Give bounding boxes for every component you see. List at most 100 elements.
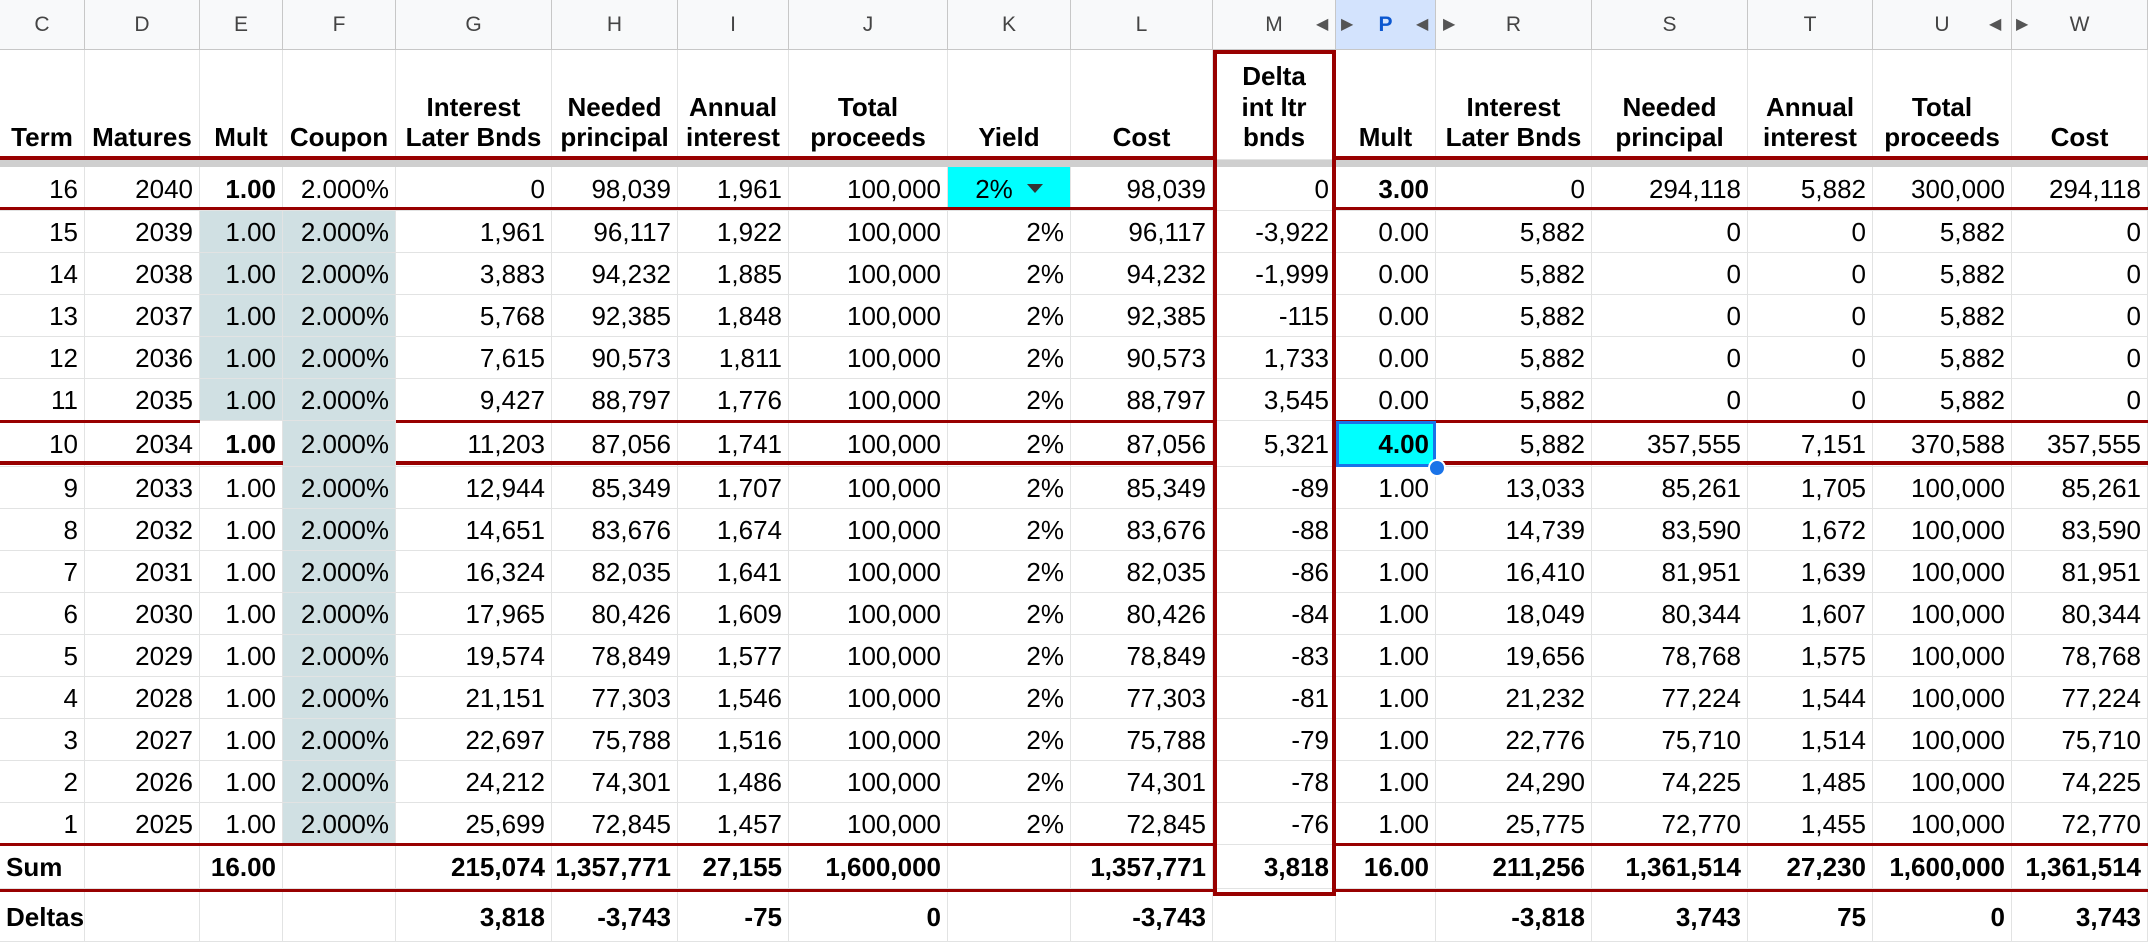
cell-w-row[interactable]: 0 xyxy=(2012,211,2148,253)
cell-p-row[interactable]: 1.00 xyxy=(1336,803,1436,845)
cell-h-row[interactable]: 72,845 xyxy=(552,803,678,845)
cell-l-row[interactable]: 77,303 xyxy=(1071,677,1213,719)
cell-c-row[interactable]: 9 xyxy=(0,467,85,509)
sum-cell-p[interactable]: 16.00 xyxy=(1336,845,1436,889)
cell-k-row[interactable]: 2% xyxy=(948,253,1071,295)
cell-f-row[interactable]: 2.000% xyxy=(283,803,396,845)
cell-s-row[interactable]: 0 xyxy=(1592,211,1748,253)
deltas-cell-l[interactable]: -3,743 xyxy=(1071,892,1213,942)
cell-w-row[interactable]: 77,224 xyxy=(2012,677,2148,719)
cell-g-row[interactable]: 21,151 xyxy=(396,677,552,719)
cell-l-row[interactable]: 90,573 xyxy=(1071,337,1213,379)
cell-l-row[interactable]: 74,301 xyxy=(1071,761,1213,803)
cell-p-row[interactable]: 1.00 xyxy=(1336,551,1436,593)
header-i[interactable]: Annual interest xyxy=(678,50,789,160)
hidden-columns-left-arrow-icon[interactable]: ◀ xyxy=(1989,16,2002,33)
cell-h-row[interactable]: 78,849 xyxy=(552,635,678,677)
cell-f-row[interactable]: 2.000% xyxy=(283,167,396,211)
sum-cell-r[interactable]: 211,256 xyxy=(1436,845,1592,889)
cell-k-row[interactable]: 2% xyxy=(948,677,1071,719)
deltas-cell-k[interactable] xyxy=(948,892,1071,942)
cell-h-row[interactable]: 77,303 xyxy=(552,677,678,719)
cell-i-row[interactable]: 1,776 xyxy=(678,379,789,421)
header-p[interactable]: Mult xyxy=(1336,50,1436,160)
cell-w-row[interactable]: 0 xyxy=(2012,253,2148,295)
cell-d-row[interactable]: 2033 xyxy=(85,467,200,509)
header-d[interactable]: Matures xyxy=(85,50,200,160)
cell-g-row[interactable]: 1,961 xyxy=(396,211,552,253)
header-s[interactable]: Needed principal xyxy=(1592,50,1748,160)
cell-h-row[interactable]: 80,426 xyxy=(552,593,678,635)
cell-l-row[interactable]: 78,849 xyxy=(1071,635,1213,677)
sum-cell-l[interactable]: 1,357,771 xyxy=(1071,845,1213,889)
deltas-cell-s[interactable]: 3,743 xyxy=(1592,892,1748,942)
cell-m-row[interactable]: -83 xyxy=(1213,635,1336,677)
cell-e-row[interactable]: 1.00 xyxy=(200,677,283,719)
header-k[interactable]: Yield xyxy=(948,50,1071,160)
cell-e-row[interactable]: 1.00 xyxy=(200,635,283,677)
hidden-columns-right-arrow-icon[interactable]: ▶ xyxy=(1443,16,1456,33)
cell-m-row[interactable]: 0 xyxy=(1213,167,1336,211)
cell-g-row[interactable]: 24,212 xyxy=(396,761,552,803)
cell-m-row[interactable]: -3,922 xyxy=(1213,211,1336,253)
cell-e-row[interactable]: 1.00 xyxy=(200,379,283,421)
cell-i-row[interactable]: 1,641 xyxy=(678,551,789,593)
hidden-columns-right-arrow-icon[interactable]: ▶ xyxy=(2016,16,2029,33)
cell-r-row[interactable]: 22,776 xyxy=(1436,719,1592,761)
cell-g-row[interactable]: 17,965 xyxy=(396,593,552,635)
cell-m-row[interactable]: -1,999 xyxy=(1213,253,1336,295)
cell-e-row[interactable]: 1.00 xyxy=(200,421,283,467)
cell-p-row[interactable]: 1.00 xyxy=(1336,593,1436,635)
cell-p-row[interactable]: 1.00 xyxy=(1336,677,1436,719)
cell-u-row[interactable]: 100,000 xyxy=(1873,635,2012,677)
cell-m-row[interactable]: 1,733 xyxy=(1213,337,1336,379)
cell-j-row[interactable]: 100,000 xyxy=(789,421,948,467)
cell-e-row[interactable]: 1.00 xyxy=(200,593,283,635)
cell-d-row[interactable]: 2036 xyxy=(85,337,200,379)
cell-r-row[interactable]: 5,882 xyxy=(1436,337,1592,379)
cell-w-row[interactable]: 0 xyxy=(2012,295,2148,337)
cell-j-row[interactable]: 100,000 xyxy=(789,337,948,379)
cell-h-row[interactable]: 88,797 xyxy=(552,379,678,421)
column-header-j[interactable]: J xyxy=(789,0,948,50)
cell-i-row[interactable]: 1,577 xyxy=(678,635,789,677)
cell-f-row[interactable]: 2.000% xyxy=(283,337,396,379)
sum-cell-t[interactable]: 27,230 xyxy=(1748,845,1873,889)
deltas-cell-d[interactable] xyxy=(85,892,200,942)
cell-u-row[interactable]: 100,000 xyxy=(1873,593,2012,635)
cell-m-row[interactable]: -84 xyxy=(1213,593,1336,635)
cell-k-row[interactable]: 2% xyxy=(948,467,1071,509)
cell-w-row[interactable]: 72,770 xyxy=(2012,803,2148,845)
cell-s-row[interactable]: 78,768 xyxy=(1592,635,1748,677)
deltas-cell-p[interactable] xyxy=(1336,892,1436,942)
deltas-cell-r[interactable]: -3,818 xyxy=(1436,892,1592,942)
cell-h-row[interactable]: 98,039 xyxy=(552,167,678,211)
cell-e-row[interactable]: 1.00 xyxy=(200,337,283,379)
sum-cell-e[interactable]: 16.00 xyxy=(200,845,283,889)
cell-c-row[interactable]: 13 xyxy=(0,295,85,337)
column-header-f[interactable]: F xyxy=(283,0,396,50)
cell-h-row[interactable]: 87,056 xyxy=(552,421,678,467)
cell-c-row[interactable]: 11 xyxy=(0,379,85,421)
sum-cell-i[interactable]: 27,155 xyxy=(678,845,789,889)
cell-p-row[interactable]: 0.00 xyxy=(1336,379,1436,421)
cell-u-row[interactable]: 100,000 xyxy=(1873,677,2012,719)
cell-c-row[interactable]: 5 xyxy=(0,635,85,677)
cell-f-row[interactable]: 2.000% xyxy=(283,421,396,467)
cell-c-row[interactable]: 1 xyxy=(0,803,85,845)
cell-k-row[interactable]: 2% xyxy=(948,761,1071,803)
column-header-m[interactable]: M xyxy=(1213,0,1336,50)
cell-r-row[interactable]: 19,656 xyxy=(1436,635,1592,677)
column-header-p[interactable]: P xyxy=(1336,0,1436,50)
cell-g-row[interactable]: 16,324 xyxy=(396,551,552,593)
cell-p-row[interactable]: 0.00 xyxy=(1336,295,1436,337)
cell-i-row[interactable]: 1,609 xyxy=(678,593,789,635)
cell-j-row[interactable]: 100,000 xyxy=(789,211,948,253)
cell-j-row[interactable]: 100,000 xyxy=(789,803,948,845)
cell-l-row[interactable]: 88,797 xyxy=(1071,379,1213,421)
cell-r-row[interactable]: 18,049 xyxy=(1436,593,1592,635)
cell-m-row[interactable]: 5,321 xyxy=(1213,421,1336,467)
column-header-i[interactable]: I xyxy=(678,0,789,50)
cell-e-row[interactable]: 1.00 xyxy=(200,211,283,253)
cell-t-row[interactable]: 1,705 xyxy=(1748,467,1873,509)
